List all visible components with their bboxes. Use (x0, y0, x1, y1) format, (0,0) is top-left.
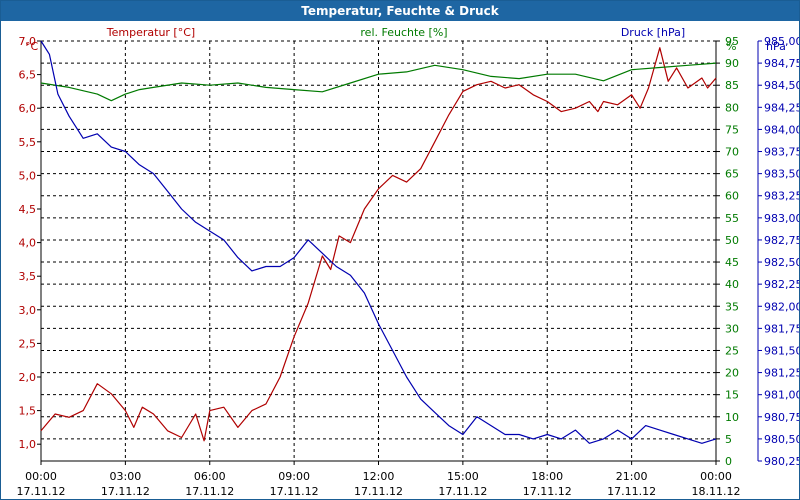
x-tick-time: 21:00 (616, 470, 648, 483)
pressure-tick-label: 983,75 (764, 146, 799, 159)
humidity-tick-label: 70 (725, 146, 739, 159)
pressure-tick-label: 983,50 (764, 168, 799, 181)
humidity-tick-label: 5 (725, 433, 732, 446)
pressure-tick-label: 984,75 (764, 57, 799, 70)
temp-tick-label: 6,0 (19, 102, 37, 115)
humidity-tick-label: 85 (725, 79, 739, 92)
humidity-tick-label: 10 (725, 411, 739, 424)
pressure-tick-label: 981,75 (764, 322, 799, 335)
humidity-tick-label: 95 (725, 35, 739, 48)
temp-tick-label: 2,5 (19, 337, 37, 350)
humidity-tick-label: 90 (725, 57, 739, 70)
humidity-tick-label: 45 (725, 256, 739, 269)
x-tick-time: 15:00 (447, 470, 479, 483)
x-tick-time: 18:00 (531, 470, 563, 483)
humidity-tick-label: 35 (725, 300, 739, 313)
pressure-tick-label: 984,25 (764, 101, 799, 114)
chart-area: Temperatur [°C] rel. Feuchte [%] Druck [… (17, 26, 799, 498)
temp-tick-label: 4,5 (19, 203, 37, 216)
temp-tick-label: 4,0 (19, 237, 37, 250)
humidity-tick-label: 55 (725, 212, 739, 225)
humidity-tick-label: 25 (725, 344, 739, 357)
x-tick-date: 17.11.12 (354, 485, 403, 498)
x-tick-date: 17.11.12 (185, 485, 234, 498)
humidity-tick-label: 75 (725, 123, 739, 136)
pressure-tick-label: 984,50 (764, 79, 799, 92)
temp-unit: °C (25, 40, 39, 53)
temp-tick-label: 5,0 (19, 169, 37, 182)
temp-tick-label: 1,5 (19, 405, 37, 418)
humidity-tick-label: 60 (725, 190, 739, 203)
humidity-tick-label: 65 (725, 168, 739, 181)
temp-tick-label: 3,5 (19, 270, 37, 283)
window-title: Temperatur, Feuchte & Druck (1, 1, 799, 21)
humidity-tick-label: 15 (725, 389, 739, 402)
pressure-tick-label: 983,00 (764, 212, 799, 225)
x-tick-date: 17.11.12 (523, 485, 572, 498)
humidity-tick-label: 80 (725, 101, 739, 114)
pressure-tick-label: 984,00 (764, 123, 799, 136)
pressure-tick-label: 983,25 (764, 190, 799, 203)
pressure-tick-label: 982,50 (764, 256, 799, 269)
pressure-tick-label: 981,50 (764, 344, 799, 357)
pressure-line (40, 40, 717, 444)
x-tick-date: 17.11.12 (607, 485, 656, 498)
humidity-tick-label: 30 (725, 322, 739, 335)
pressure-tick-label: 985,00 (764, 35, 799, 48)
x-tick-date: 17.11.12 (101, 485, 150, 498)
temp-tick-label: 7,0 (19, 35, 37, 48)
temp-axis-title: Temperatur [°C] (106, 26, 195, 39)
x-tick-time: 09:00 (278, 470, 310, 483)
pressure-axis-title: Druck [hPa] (621, 26, 685, 39)
temperature-line (40, 47, 717, 442)
humidity-tick-label: 20 (725, 367, 739, 380)
x-tick-date: 17.11.12 (17, 485, 66, 498)
temp-tick-label: 6,5 (19, 69, 37, 82)
temp-tick-label: 5,5 (19, 136, 37, 149)
humidity-line (40, 62, 717, 102)
x-tick-time: 12:00 (363, 470, 395, 483)
humidity-tick-label: 40 (725, 278, 739, 291)
x-tick-time: 00:00 (25, 470, 57, 483)
pressure-tick-label: 980,25 (764, 455, 799, 468)
pressure-tick-label: 982,00 (764, 300, 799, 313)
humidity-tick-label: 50 (725, 234, 739, 247)
humidity-unit: % (726, 40, 736, 53)
pressure-tick-label: 980,75 (764, 411, 799, 424)
pressure-unit: hPa (766, 40, 786, 53)
temp-tick-label: 1,0 (19, 438, 37, 451)
pressure-tick-label: 982,75 (764, 234, 799, 247)
humidity-tick-label: 0 (725, 455, 732, 468)
pressure-tick-label: 980,50 (764, 433, 799, 446)
x-tick-time: 00:00 (700, 470, 732, 483)
temp-tick-label: 2,0 (19, 371, 37, 384)
x-tick-time: 03:00 (110, 470, 142, 483)
pressure-tick-label: 982,25 (764, 278, 799, 291)
pressure-tick-label: 981,00 (764, 389, 799, 402)
x-tick-time: 06:00 (194, 470, 226, 483)
pressure-tick-label: 981,25 (764, 367, 799, 380)
x-tick-date: 18.11.12 (692, 485, 741, 498)
temp-tick-label: 3,0 (19, 304, 37, 317)
x-tick-date: 17.11.12 (270, 485, 319, 498)
x-tick-date: 17.11.12 (438, 485, 487, 498)
humidity-axis-title: rel. Feuchte [%] (360, 26, 447, 39)
